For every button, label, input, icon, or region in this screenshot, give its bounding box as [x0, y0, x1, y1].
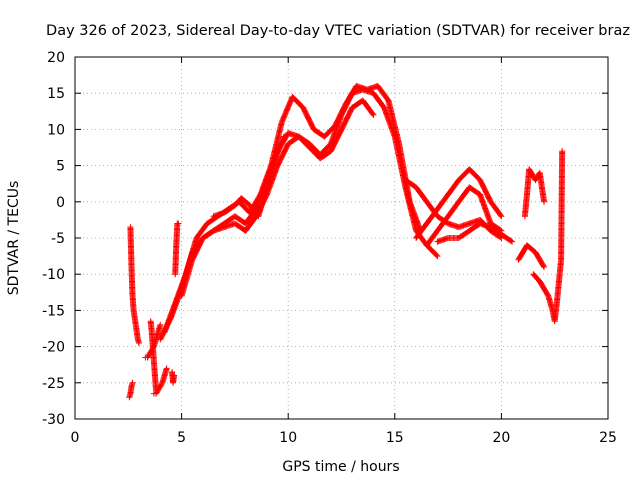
chart-title: Day 326 of 2023, Sidereal Day-to-day VTE… — [46, 23, 630, 39]
point-outlier-4.6h — [171, 372, 178, 379]
point-spike-2.6h — [135, 339, 142, 346]
x-tick-label: 10 — [279, 430, 297, 446]
point-cluster-21h — [541, 263, 548, 270]
y-tick-label: 10 — [47, 122, 65, 138]
x-tick-labels: 0 5 10 15 20 25 — [71, 430, 617, 446]
point-right-tail — [559, 148, 566, 155]
point-arm-4 — [507, 237, 514, 244]
x-tick-label: 5 — [177, 430, 186, 446]
y-tick-label: -15 — [42, 303, 65, 319]
point-main-a — [433, 252, 440, 259]
point-cluster-21h — [540, 262, 547, 269]
y-tick-label: 15 — [47, 86, 65, 102]
point-main-c — [370, 111, 377, 118]
point-spikes-21.5h — [541, 198, 548, 205]
data-points — [126, 82, 566, 401]
point-arm-2 — [498, 213, 505, 220]
point-main-a — [434, 253, 441, 260]
point-arm-2 — [497, 212, 504, 219]
y-tick-label: -30 — [42, 412, 65, 428]
x-axis-label: GPS time / hours — [282, 459, 399, 475]
y-tick-label: -5 — [51, 231, 65, 247]
y-tick-label: 20 — [47, 50, 65, 66]
x-tick-label: 15 — [386, 430, 404, 446]
point-low-3.7h — [163, 365, 170, 372]
y-tick-label: -20 — [42, 340, 65, 356]
axis-ticks — [74, 56, 609, 420]
y-tick-label: -10 — [42, 267, 65, 283]
y-tick-labels: -30 -25 -20 -15 -10 -5 0 5 10 15 20 — [42, 50, 65, 428]
grid — [75, 57, 608, 419]
y-tick-label: -25 — [42, 376, 65, 392]
y-tick-label: 0 — [56, 195, 65, 211]
point-main-d — [280, 133, 287, 140]
point-cluster-3.5h — [157, 321, 164, 328]
x-tick-label: 0 — [71, 430, 80, 446]
point-main-c — [369, 110, 376, 117]
point-spike-4.8h — [175, 220, 182, 227]
x-tick-label: 20 — [492, 430, 510, 446]
y-axis-label: SDTVAR / TECUs — [6, 181, 22, 296]
point-base-2.6h — [129, 379, 136, 386]
y-tick-label: 5 — [56, 159, 65, 175]
x-tick-label: 25 — [599, 430, 617, 446]
point-arm-4 — [509, 238, 516, 245]
